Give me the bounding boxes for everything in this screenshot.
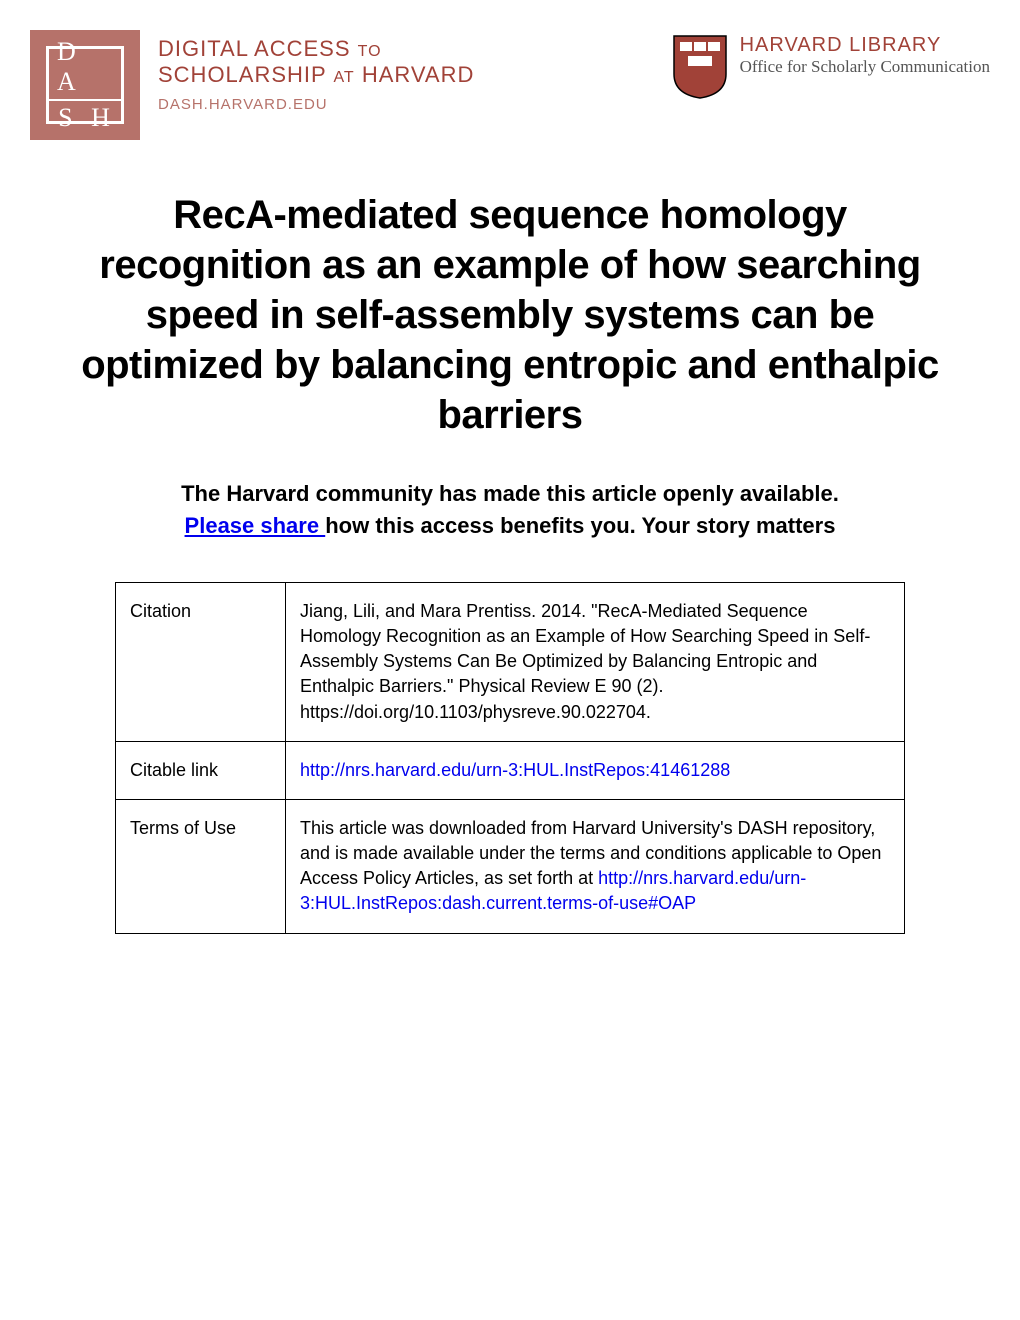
harvard-text: HARVARD LIBRARY Office for Scholarly Com… — [740, 34, 990, 77]
dash-text: DIGITAL ACCESS TO SCHOLARSHIP AT HARVARD… — [158, 30, 474, 113]
harvard-shield-icon — [672, 34, 728, 100]
harvard-block: HARVARD LIBRARY Office for Scholarly Com… — [672, 30, 990, 100]
table-row: Citation Jiang, Lili, and Mara Prentiss.… — [116, 582, 905, 741]
table-row: Citable link http://nrs.harvard.edu/urn-… — [116, 741, 905, 799]
header: D A S H DIGITAL ACCESS TO SCHOLARSHIP AT… — [30, 30, 990, 140]
subtitle-part2: how this access benefits you. Your story… — [325, 513, 835, 538]
metadata-table: Citation Jiang, Lili, and Mara Prentiss.… — [115, 582, 905, 934]
dash-logo: D A S H — [30, 30, 140, 140]
citation-text: Jiang, Lili, and Mara Prentiss. 2014. "R… — [286, 582, 905, 741]
table-row: Terms of Use This article was downloaded… — [116, 799, 905, 933]
terms-cell: This article was downloaded from Harvard… — [286, 799, 905, 933]
dash-line1: DIGITAL ACCESS TO — [158, 36, 474, 62]
dash-line2: SCHOLARSHIP AT HARVARD — [158, 62, 474, 88]
dash-logo-top: D A — [49, 35, 121, 101]
harvard-library-label: HARVARD LIBRARY — [740, 34, 990, 57]
dash-logo-inner: D A S H — [46, 46, 124, 124]
citable-link-label: Citable link — [116, 741, 286, 799]
citation-label: Citation — [116, 582, 286, 741]
citable-link-cell: http://nrs.harvard.edu/urn-3:HUL.InstRep… — [286, 741, 905, 799]
citable-link[interactable]: http://nrs.harvard.edu/urn-3:HUL.InstRep… — [300, 760, 730, 780]
subtitle: The Harvard community has made this arti… — [160, 478, 860, 542]
dash-block: D A S H DIGITAL ACCESS TO SCHOLARSHIP AT… — [30, 30, 474, 140]
harvard-office-label: Office for Scholarly Communication — [740, 57, 990, 77]
please-share-link[interactable]: Please share — [185, 513, 326, 538]
terms-label: Terms of Use — [116, 799, 286, 933]
dash-logo-bottom: S H — [50, 101, 120, 135]
subtitle-part1: The Harvard community has made this arti… — [181, 481, 839, 506]
dash-url: DASH.HARVARD.EDU — [158, 96, 474, 113]
page-title: RecA-mediated sequence homology recognit… — [80, 190, 940, 440]
